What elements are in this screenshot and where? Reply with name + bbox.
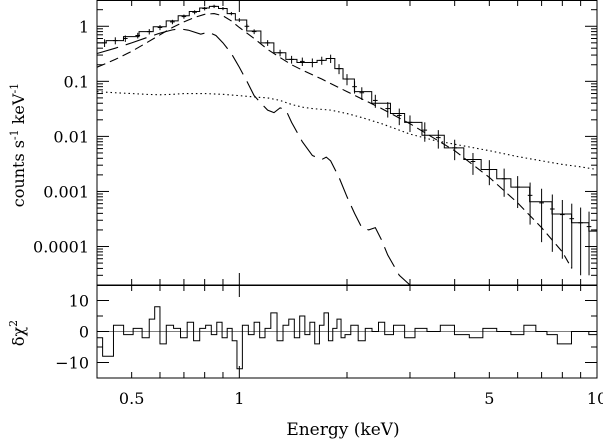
spectrum-y-axis-label: counts s-1 keV-1 bbox=[8, 83, 28, 207]
axis-ticks bbox=[96, 0, 598, 379]
total-model-line bbox=[97, 5, 597, 232]
tick-labels: 1 0.1 0.01 0.001 0.0001 10 0 −10 0.5 1 5 10 bbox=[33, 17, 603, 408]
y-tick-label: 0.1 bbox=[64, 72, 89, 91]
spectrum-series bbox=[97, 4, 597, 285]
residual-y-tick-label: 10 bbox=[69, 292, 89, 311]
y-tick-label: 1 bbox=[79, 17, 89, 36]
model-component-dash bbox=[97, 13, 573, 269]
residual-y-axis-label: δχ2 bbox=[7, 320, 28, 346]
y-tick-label: 0.001 bbox=[43, 182, 89, 201]
y-tick-label: 0.01 bbox=[53, 127, 89, 146]
model-component-dot bbox=[97, 91, 597, 171]
model-component-longdash bbox=[97, 28, 411, 285]
residual-y-tick-label: −10 bbox=[55, 354, 89, 373]
x-axis-label: Energy (keV) bbox=[286, 420, 399, 440]
residual-series bbox=[97, 306, 597, 370]
x-tick-label: 5 bbox=[484, 389, 494, 408]
spectrum-panel-frame bbox=[96, 0, 598, 286]
residual-steps bbox=[97, 306, 597, 370]
x-tick-label: 1 bbox=[234, 389, 244, 408]
x-tick-label: 10 bbox=[587, 389, 603, 408]
x-tick-label: 0.5 bbox=[119, 389, 144, 408]
y-tick-label: 0.0001 bbox=[33, 238, 89, 257]
residual-y-tick-label: 0 bbox=[79, 323, 89, 342]
